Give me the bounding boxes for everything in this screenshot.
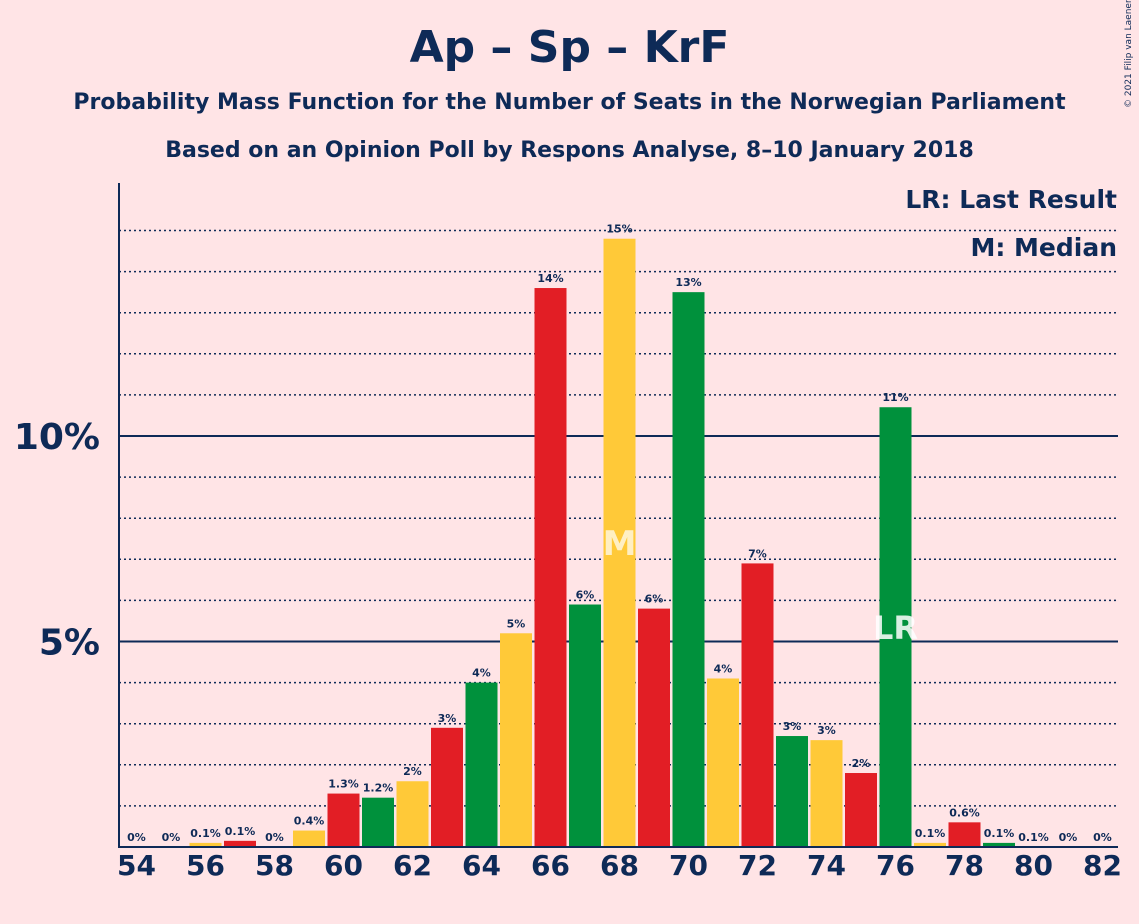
bar-74 <box>810 740 843 847</box>
bar-label-72: 7% <box>748 547 767 560</box>
bar-59 <box>293 830 325 847</box>
bar-label-69: 6% <box>645 593 664 606</box>
bar-77 <box>914 842 946 847</box>
x-tick-label: 64 <box>462 849 501 882</box>
legend-median: M: Median <box>970 233 1117 262</box>
bar-label-67: 6% <box>576 589 595 602</box>
bar-label-80: 0.1% <box>1018 831 1049 844</box>
bar-label-82: 0% <box>1093 831 1112 844</box>
bar-label-74: 3% <box>817 724 836 737</box>
grid-lines <box>119 229 1118 807</box>
x-tick-label: 80 <box>1014 849 1053 882</box>
bar-64 <box>465 682 498 847</box>
x-tick-label: 62 <box>393 849 432 882</box>
bar-label-59: 0.4% <box>294 815 325 828</box>
bar-70 <box>672 292 705 847</box>
bar-73 <box>776 736 808 847</box>
legend-last-result: LR: Last Result <box>905 185 1117 214</box>
bar-69 <box>638 608 670 847</box>
bar-label-55: 0% <box>162 831 181 844</box>
bar-label-61: 1.2% <box>363 782 394 795</box>
x-tick-label: 68 <box>600 849 639 882</box>
bar-label-70: 13% <box>675 276 701 289</box>
bar-label-57: 0.1% <box>225 825 256 838</box>
bar-label-73: 3% <box>783 720 802 733</box>
bar-56 <box>189 842 222 847</box>
bar-label-77: 0.1% <box>915 827 946 840</box>
bar-68 <box>603 238 636 848</box>
bar-65 <box>500 633 532 847</box>
chart-subtitle: Probability Mass Function for the Number… <box>73 90 1066 115</box>
x-tick-label: 58 <box>255 849 294 882</box>
x-tick-label: 66 <box>531 849 570 882</box>
bar-72 <box>741 563 774 847</box>
x-tick-label: 78 <box>945 849 984 882</box>
bar-62 <box>396 781 429 847</box>
bar-label-68: 15% <box>606 223 632 236</box>
bar-label-75: 2% <box>852 757 871 770</box>
bar-label-63: 3% <box>438 712 457 725</box>
x-tick-label: 72 <box>738 849 777 882</box>
x-tick-label: 74 <box>807 849 846 882</box>
x-tick-label: 56 <box>186 849 225 882</box>
axes: 5% 10% 54 56 58 60 62 64 66 68 70 72 74 76 78 80 82 <box>14 183 1122 882</box>
chart-subtitle-poll: Based on an Opinion Poll by Respons Anal… <box>165 138 974 163</box>
bar-label-78: 0.6% <box>949 806 980 819</box>
bar-66 <box>534 288 567 847</box>
bar-label-66: 14% <box>537 272 563 285</box>
bar-label-60: 1.3% <box>328 778 359 791</box>
bar-label-56: 0.1% <box>190 827 221 840</box>
x-tick-label: 76 <box>876 849 915 882</box>
y-tick-label: 10% <box>14 417 100 458</box>
bar-label-79: 0.1% <box>984 827 1015 840</box>
bar-78 <box>948 822 981 847</box>
x-tick-label: 70 <box>669 849 708 882</box>
x-tick-label: 54 <box>117 849 156 882</box>
bar-label-81: 0% <box>1059 831 1078 844</box>
x-tick-label: 60 <box>324 849 363 882</box>
bar-label-76: 11% <box>882 391 908 404</box>
bar-60 <box>327 793 360 847</box>
bar-label-71: 4% <box>714 662 733 675</box>
bar-label-64: 4% <box>472 667 491 680</box>
x-tick-label: 82 <box>1083 849 1122 882</box>
y-tick-label: 5% <box>39 623 100 664</box>
bar-61 <box>362 797 394 847</box>
median-marker: M <box>603 524 637 564</box>
bar-75 <box>845 773 877 847</box>
bar-67 <box>569 604 601 847</box>
bar-label-65: 5% <box>507 617 526 630</box>
bar-label-58: 0% <box>265 831 284 844</box>
last-result-marker: LR <box>873 609 918 647</box>
bar-71 <box>707 678 739 847</box>
bar-76 <box>879 407 912 847</box>
bars: 0% 0% 0.1% 0.1% 0%0.4%1.3% 1.2%2%3%4%5%14%6%1… <box>127 223 1112 848</box>
bar-63 <box>431 727 463 847</box>
bar-label-54: 0% <box>127 831 146 844</box>
bar-57 <box>224 840 256 847</box>
bar-label-62: 2% <box>403 765 422 778</box>
chart-title: Ap – Sp – KrF <box>409 22 730 73</box>
bar-79 <box>983 842 1015 847</box>
